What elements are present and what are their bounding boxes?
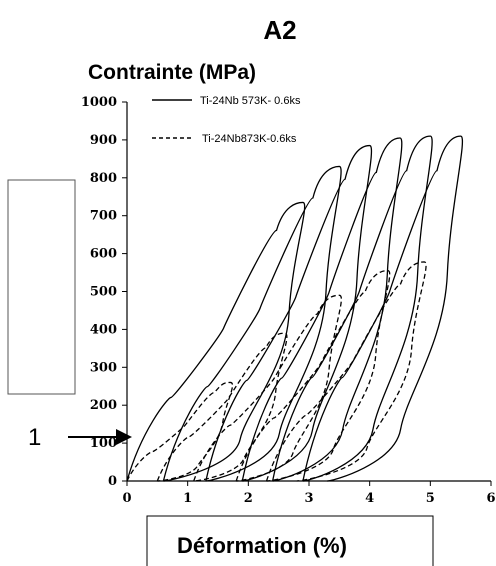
solid-cycle-6	[302, 135, 464, 482]
y-tick-label: 0	[108, 474, 117, 489]
dashed-cycle-5	[265, 261, 427, 482]
x-tick-label: 1	[183, 491, 192, 506]
x-tick-label: 2	[244, 491, 253, 506]
solid-cycle-2	[162, 165, 342, 482]
solid-cycle-5	[271, 135, 433, 482]
marker-label: 1	[28, 424, 41, 451]
y-tick-label: 900	[90, 133, 117, 148]
x-tick-label: 5	[426, 491, 435, 506]
dashed-cycle-2	[156, 332, 288, 482]
x-tick-label: 4	[365, 491, 374, 506]
legend: Ti-24Nb 573K- 0.6ks Ti-24Nb873K-0.6ks	[152, 95, 301, 145]
solid-cycle-1	[126, 201, 306, 482]
y-tick-label: 300	[90, 360, 117, 375]
legend-label-573k: Ti-24Nb 573K- 0.6ks	[200, 95, 301, 107]
y-ticks: 0 100 200 300 400 500 600 700 800 900 1000	[81, 95, 127, 489]
y-tick-label: 700	[90, 209, 117, 224]
y-tick-label: 200	[90, 398, 117, 413]
solid-cycle-3	[205, 144, 373, 482]
panel-title: A2	[263, 15, 296, 45]
x-ticks: 0 1 2 3 4 5 6	[122, 481, 496, 506]
x-tick-label: 0	[122, 491, 131, 506]
annotation-marker: 1	[28, 424, 132, 451]
x-tick-label: 6	[486, 491, 495, 506]
left-blank-box	[7, 179, 76, 395]
y-tick-label: 100	[90, 436, 117, 451]
y-tick-label: 400	[90, 322, 117, 337]
series-layer	[126, 135, 464, 482]
axes	[126, 102, 491, 482]
legend-label-873k: Ti-24Nb873K-0.6ks	[202, 133, 297, 145]
x-axis-label: Déformation (%)	[177, 533, 347, 558]
dashed-cycle-1	[126, 381, 234, 482]
y-tick-label: 600	[90, 247, 117, 262]
y-tick-label: 800	[90, 171, 117, 186]
x-tick-label: 3	[304, 491, 313, 506]
arrow-right-icon	[116, 429, 132, 445]
y-axis-label: Contrainte (MPa)	[88, 61, 256, 84]
solid-cycle-4	[241, 137, 403, 482]
y-tick-label: 1000	[81, 95, 117, 110]
y-tick-label: 500	[90, 285, 117, 300]
dashed-cycle-3	[193, 294, 342, 482]
dashed-cycle-4	[235, 270, 391, 482]
x-label-box	[146, 515, 434, 566]
